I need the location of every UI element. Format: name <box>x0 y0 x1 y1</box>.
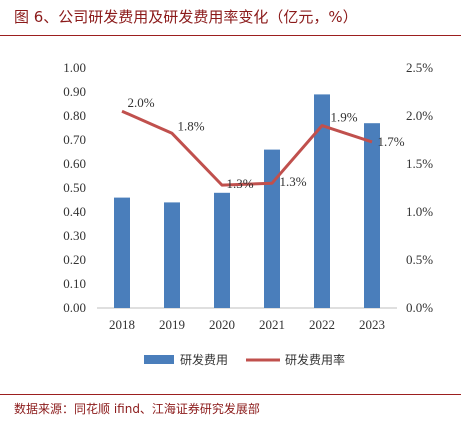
line-series <box>121 109 373 187</box>
x-axis-ticks: 2018 2019 2020 2021 2022 2023 <box>109 317 385 332</box>
rate-label-2018: 2.0% <box>127 95 154 110</box>
rate-line <box>121 109 373 187</box>
bar-2021 <box>264 149 280 308</box>
left-axis-ticks: 0.00 0.10 0.20 0.30 0.40 0.50 0.60 0.70 0.80 0.90… <box>63 60 86 315</box>
bar-2020 <box>214 192 230 308</box>
x-tick-label: 2021 <box>259 317 285 332</box>
left-tick-label: 0.40 <box>63 204 86 219</box>
right-tick-label: 0.5% <box>406 252 433 267</box>
x-tick-label: 2023 <box>359 317 385 332</box>
legend-bar-label: 研发费用 <box>180 352 228 367</box>
x-tick-label: 2020 <box>209 317 235 332</box>
left-tick-label: 0.50 <box>63 180 86 195</box>
bar-2019 <box>164 202 180 308</box>
figure-title: 图 6、公司研发费用及研发费用率变化（亿元，%） <box>14 8 358 26</box>
left-tick-label: 1.00 <box>63 60 86 75</box>
bar-series <box>114 94 380 309</box>
rate-label-2021: 1.3% <box>279 174 306 189</box>
right-tick-label: 2.0% <box>406 108 433 123</box>
right-tick-label: 0.0% <box>406 300 433 315</box>
line-data-labels: 2.0% 1.8% 1.3% 1.3% 1.9% 1.7% <box>127 95 404 191</box>
x-tick-label: 2019 <box>159 317 185 332</box>
left-tick-label: 0.20 <box>63 252 86 267</box>
legend-bar-swatch <box>144 355 174 364</box>
left-tick-label: 0.10 <box>63 276 86 291</box>
left-tick-label: 0.80 <box>63 108 86 123</box>
legend: 研发费用 研发费用率 <box>144 352 345 367</box>
x-tick-label: 2022 <box>309 317 335 332</box>
right-tick-label: 2.5% <box>406 60 433 75</box>
left-tick-label: 0.70 <box>63 132 86 147</box>
left-tick-label: 0.90 <box>63 84 86 99</box>
left-tick-label: 0.60 <box>63 156 86 171</box>
rate-label-2019: 1.8% <box>177 118 204 133</box>
right-tick-label: 1.5% <box>406 156 433 171</box>
legend-line-label: 研发费用率 <box>285 352 345 367</box>
rate-label-2022: 1.9% <box>330 110 357 125</box>
bar-2023 <box>364 123 380 308</box>
right-axis-ticks: 0.0% 0.5% 1.0% 1.5% 2.0% 2.5% <box>406 60 433 315</box>
right-tick-label: 1.0% <box>406 204 433 219</box>
left-tick-label: 0.00 <box>63 300 86 315</box>
bar-2022 <box>314 94 330 309</box>
rate-label-2023: 1.7% <box>377 134 404 149</box>
x-tick-label: 2018 <box>109 317 135 332</box>
source-divider <box>0 394 461 395</box>
left-tick-label: 0.30 <box>63 228 86 243</box>
source-note: 数据来源：同花顺 ifind、江海证券研究发展部 <box>14 402 260 416</box>
rate-label-2020: 1.3% <box>226 176 253 191</box>
title-divider <box>0 35 461 36</box>
bar-2018 <box>114 197 130 308</box>
